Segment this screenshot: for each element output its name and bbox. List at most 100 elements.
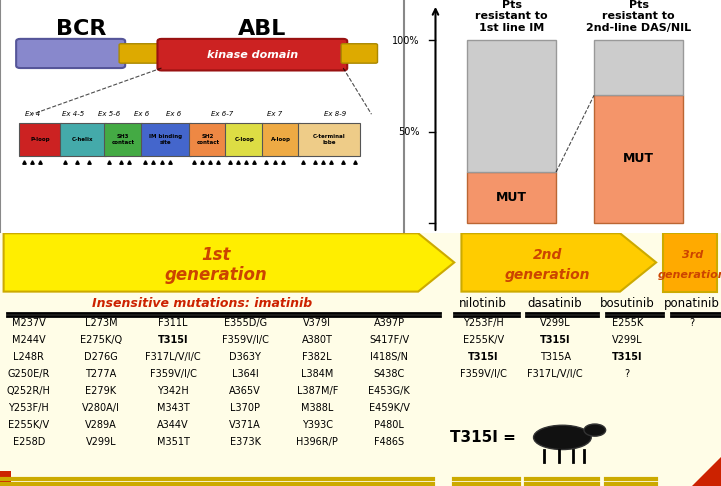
Text: generation: generation — [165, 265, 267, 284]
Text: V299L: V299L — [612, 335, 642, 345]
Polygon shape — [4, 233, 454, 292]
Text: generation: generation — [505, 268, 590, 281]
Text: L384M: L384M — [301, 369, 333, 379]
Text: SH3
contact: SH3 contact — [112, 134, 135, 145]
Text: A-loop: A-loop — [270, 137, 291, 142]
Text: Q252R/H: Q252R/H — [7, 386, 50, 396]
Text: H396R/P: H396R/P — [296, 437, 338, 447]
FancyBboxPatch shape — [104, 123, 142, 156]
FancyBboxPatch shape — [119, 44, 164, 63]
Text: ponatinib: ponatinib — [664, 297, 720, 310]
FancyBboxPatch shape — [404, 0, 721, 243]
Text: T315I: T315I — [612, 352, 642, 362]
Text: Ex 4-5: Ex 4-5 — [61, 111, 84, 117]
Text: Ex 5-6: Ex 5-6 — [98, 111, 120, 117]
Text: ABL: ABL — [238, 19, 287, 39]
Text: ?: ? — [624, 369, 630, 379]
Text: T315A: T315A — [540, 352, 570, 362]
FancyBboxPatch shape — [0, 233, 721, 486]
Text: 3rd: 3rd — [681, 250, 703, 260]
Text: E258D: E258D — [13, 437, 45, 447]
Text: F359V/I/C: F359V/I/C — [459, 369, 507, 379]
Text: MUT: MUT — [623, 153, 654, 165]
Text: Y253F/H: Y253F/H — [9, 403, 49, 413]
Text: F359V/I/C: F359V/I/C — [221, 335, 269, 345]
Text: generation: generation — [658, 270, 721, 279]
Text: F317L/V/I/C: F317L/V/I/C — [527, 369, 583, 379]
Text: Ex 6: Ex 6 — [133, 111, 149, 117]
Text: M351T: M351T — [156, 437, 190, 447]
Text: V379I: V379I — [304, 318, 331, 328]
FancyBboxPatch shape — [16, 39, 125, 68]
Text: F317L/V/I/C: F317L/V/I/C — [145, 352, 201, 362]
Text: Y253F/H: Y253F/H — [463, 318, 503, 328]
FancyBboxPatch shape — [0, 0, 721, 243]
Text: L273M: L273M — [84, 318, 118, 328]
Polygon shape — [663, 233, 717, 292]
FancyBboxPatch shape — [19, 123, 61, 156]
Text: E255K/V: E255K/V — [462, 335, 504, 345]
FancyBboxPatch shape — [594, 40, 683, 95]
Text: V280A/I: V280A/I — [82, 403, 120, 413]
Text: ?: ? — [689, 318, 695, 328]
Text: T315I: T315I — [158, 335, 188, 345]
Text: L364I: L364I — [231, 369, 259, 379]
Text: P480L: P480L — [374, 420, 404, 430]
Text: Pts
resistant to
2nd-line DAS/NIL: Pts resistant to 2nd-line DAS/NIL — [586, 0, 691, 33]
Text: Pts
resistant to
1st line IM: Pts resistant to 1st line IM — [475, 0, 548, 33]
Text: P-loop: P-loop — [30, 137, 50, 142]
Text: V299L: V299L — [86, 437, 116, 447]
Text: nilotinib: nilotinib — [459, 297, 507, 310]
Text: D363Y: D363Y — [229, 352, 261, 362]
Text: L387M/F: L387M/F — [296, 386, 338, 396]
Text: E453G/K: E453G/K — [368, 386, 410, 396]
Text: Y342H: Y342H — [157, 386, 189, 396]
Text: A344V: A344V — [157, 420, 189, 430]
Text: Ex 8-9: Ex 8-9 — [324, 111, 346, 117]
Ellipse shape — [584, 424, 606, 436]
Text: M244V: M244V — [12, 335, 45, 345]
Text: V289A: V289A — [85, 420, 117, 430]
FancyBboxPatch shape — [141, 123, 190, 156]
Text: G250E/R: G250E/R — [8, 369, 50, 379]
Text: L370P: L370P — [230, 403, 260, 413]
Text: dasatinib: dasatinib — [528, 297, 583, 310]
FancyBboxPatch shape — [262, 123, 300, 156]
Text: C-helix: C-helix — [72, 137, 94, 142]
Text: Ex 6: Ex 6 — [166, 111, 181, 117]
Text: T315I: T315I — [540, 335, 570, 345]
Text: A397P: A397P — [373, 318, 405, 328]
FancyBboxPatch shape — [594, 95, 683, 223]
Text: V299L: V299L — [540, 318, 570, 328]
Text: Y393C: Y393C — [302, 420, 332, 430]
Text: E279K: E279K — [85, 386, 117, 396]
Text: T315I: T315I — [468, 352, 498, 362]
Text: M237V: M237V — [12, 318, 45, 328]
Text: C-loop: C-loop — [234, 137, 255, 142]
Text: E459K/V: E459K/V — [369, 403, 410, 413]
Text: 1st: 1st — [202, 246, 231, 264]
Polygon shape — [0, 471, 11, 486]
Text: M388L: M388L — [301, 403, 333, 413]
FancyBboxPatch shape — [60, 123, 106, 156]
Text: S438C: S438C — [373, 369, 405, 379]
Text: E255K: E255K — [611, 318, 643, 328]
Text: kinase domain: kinase domain — [207, 50, 298, 60]
Text: Ex 4: Ex 4 — [25, 111, 40, 117]
Text: Insensitive mutations: imatinib: Insensitive mutations: imatinib — [92, 297, 312, 310]
Text: D276G: D276G — [84, 352, 118, 362]
Text: 100%: 100% — [392, 35, 420, 46]
Text: SH2
contact: SH2 contact — [196, 134, 219, 145]
Text: bosutinib: bosutinib — [600, 297, 655, 310]
Text: C-terminal
lobe: C-terminal lobe — [313, 134, 345, 145]
Text: Ex 7: Ex 7 — [267, 111, 282, 117]
Ellipse shape — [534, 425, 591, 450]
Text: V371A: V371A — [229, 420, 261, 430]
FancyBboxPatch shape — [467, 40, 556, 172]
Text: Ex 6-7: Ex 6-7 — [211, 111, 233, 117]
FancyBboxPatch shape — [467, 172, 556, 223]
Text: T315I =: T315I = — [450, 430, 516, 445]
FancyBboxPatch shape — [157, 39, 348, 70]
Polygon shape — [461, 233, 656, 292]
Polygon shape — [692, 457, 721, 486]
